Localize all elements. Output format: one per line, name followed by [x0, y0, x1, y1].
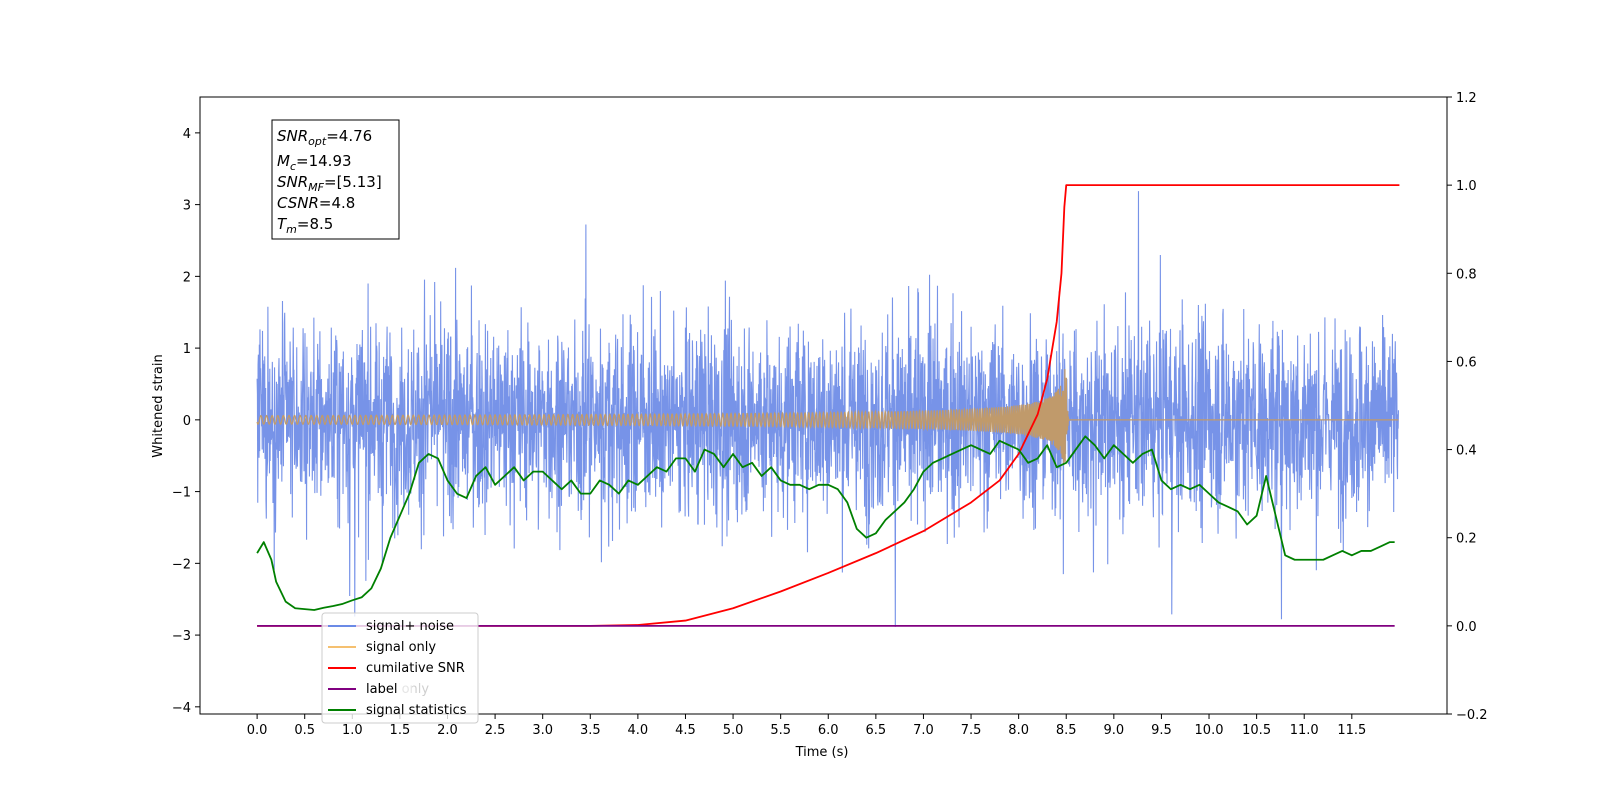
legend: label only signal+ noise signal only cum…	[321, 612, 479, 724]
x-tick-label: 5.5	[770, 723, 791, 738]
y-left-tick-label: 0	[183, 414, 191, 429]
x-tick-label: 0.5	[294, 723, 315, 738]
axes-frame	[199, 96, 1448, 715]
x-tick-label: 1.0	[342, 723, 363, 738]
y-left-tick-label: −4	[172, 701, 191, 716]
y-right-tick-label: 0.8	[1456, 267, 1477, 282]
y-right-tick-label: 0.2	[1456, 532, 1477, 547]
x-tick-label: 10.0	[1195, 723, 1224, 738]
y-axis-label: Whitened strain	[151, 354, 166, 457]
legend-label-cumulative-snr: cumilative SNR	[366, 661, 465, 676]
x-tick-label: 11.5	[1337, 723, 1366, 738]
legend-label-signal-noise: signal+ noise	[366, 619, 454, 634]
x-tick-label: 11.0	[1290, 723, 1319, 738]
annotation-box: SNRopt=4.76 Mc=14.93 SNRMF=[5.13] CSNR=4…	[271, 119, 400, 240]
y-right-tick-label: 0.6	[1456, 355, 1477, 370]
y-axis-left: 4 3 2 1 0 −1 −2 −3 −4	[172, 127, 200, 716]
x-tick-label: 6.0	[818, 723, 839, 738]
y-right-tick-label: 1.2	[1456, 91, 1477, 106]
annotation-tm: Tm=8.5	[277, 215, 333, 236]
x-tick-label: 2.0	[437, 723, 458, 738]
y-left-tick-label: 1	[183, 342, 191, 357]
legend-label-signal-statistics: signal statistics	[366, 703, 467, 718]
x-tick-label: 7.0	[913, 723, 934, 738]
x-tick-label: 10.5	[1242, 723, 1271, 738]
x-tick-label: 5.0	[723, 723, 744, 738]
series-signal-statistics	[256, 435, 1395, 611]
y-right-tick-label: 0.4	[1456, 444, 1477, 459]
y-left-tick-label: −3	[172, 629, 191, 644]
y-right-tick-label: 0.0	[1456, 620, 1477, 635]
y-left-tick-label: −2	[172, 557, 191, 572]
x-tick-label: 9.0	[1103, 723, 1124, 738]
annotation-snr-mf: SNRMF=[5.13]	[277, 173, 382, 194]
y-right-tick-label: 1.0	[1456, 179, 1477, 194]
y-axis-right: 1.2 1.0 0.8 0.6 0.4 0.2 0.0 −0.2	[1447, 91, 1488, 723]
x-tick-label: 2.5	[485, 723, 506, 738]
annotation-csnr: CSNR=4.8	[277, 194, 355, 212]
x-tick-label: 6.5	[866, 723, 887, 738]
series-cumulative-snr	[257, 184, 1400, 627]
y-left-tick-label: 3	[183, 199, 191, 214]
annotation-mc: Mc=14.93	[277, 152, 352, 173]
x-tick-label: 9.5	[1151, 723, 1172, 738]
x-tick-label: 3.5	[580, 723, 601, 738]
x-tick-label: 8.0	[1008, 723, 1029, 738]
y-left-tick-label: 2	[183, 270, 191, 285]
y-right-tick-label: −0.2	[1456, 708, 1488, 723]
x-tick-label: 8.5	[1056, 723, 1077, 738]
x-tick-label: 3.0	[532, 723, 553, 738]
y-left-tick-label: 4	[183, 127, 191, 142]
x-tick-label: 4.5	[675, 723, 696, 738]
legend-hidden-text: label only	[366, 682, 429, 697]
x-axis: 0.0 0.5 1.0 1.5 2.0 2.5 3.0 3.5 4.0 4.5 5.0 5.5 6.0 6…	[247, 714, 1366, 738]
legend-label-signal-only: signal only	[366, 640, 436, 655]
x-tick-label: 7.5	[961, 723, 982, 738]
x-tick-label: 4.0	[628, 723, 649, 738]
annotation-snr-opt: SNRopt=4.76	[277, 127, 372, 148]
x-tick-label: 0.0	[247, 723, 268, 738]
legend-label-label: label	[366, 682, 397, 697]
y-left-tick-label: −1	[172, 486, 191, 501]
x-axis-label: Time (s)	[795, 745, 849, 760]
series-signal-only	[256, 369, 1399, 465]
x-tick-label: 1.5	[390, 723, 411, 738]
